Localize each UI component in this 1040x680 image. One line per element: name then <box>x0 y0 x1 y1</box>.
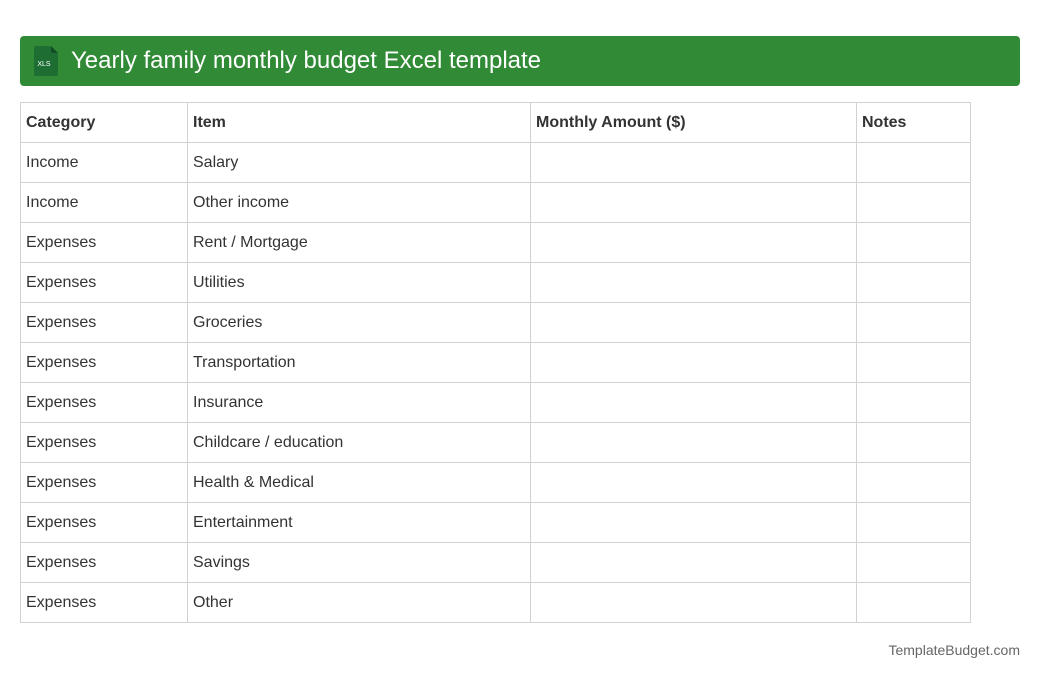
category-cell: Expenses <box>20 262 188 303</box>
table-row: Expenses Savings <box>20 542 971 583</box>
amount-cell[interactable] <box>530 342 857 383</box>
category-cell: Expenses <box>20 462 188 503</box>
notes-cell[interactable] <box>856 502 971 543</box>
amount-cell[interactable] <box>530 302 857 343</box>
notes-cell[interactable] <box>856 342 971 383</box>
item-cell: Entertainment <box>187 502 531 543</box>
table-row: Expenses Entertainment <box>20 502 971 543</box>
header-category: Category <box>20 102 188 143</box>
item-cell: Other income <box>187 182 531 223</box>
notes-cell[interactable] <box>856 382 971 423</box>
category-cell: Expenses <box>20 582 188 623</box>
item-cell: Rent / Mortgage <box>187 222 531 263</box>
item-cell: Groceries <box>187 302 531 343</box>
category-cell: Expenses <box>20 302 188 343</box>
notes-cell[interactable] <box>856 582 971 623</box>
table-row: Income Salary <box>20 142 971 183</box>
notes-cell[interactable] <box>856 142 971 183</box>
item-cell: Utilities <box>187 262 531 303</box>
table-row: Income Other income <box>20 182 971 223</box>
amount-cell[interactable] <box>530 222 857 263</box>
category-cell: Income <box>20 182 188 223</box>
notes-cell[interactable] <box>856 222 971 263</box>
amount-cell[interactable] <box>530 502 857 543</box>
amount-cell[interactable] <box>530 262 857 303</box>
item-cell: Insurance <box>187 382 531 423</box>
amount-cell[interactable] <box>530 422 857 463</box>
amount-cell[interactable] <box>530 182 857 223</box>
page-title: Yearly family monthly budget Excel templ… <box>71 47 542 74</box>
table-row: Expenses Childcare / education <box>20 422 971 463</box>
notes-cell[interactable] <box>856 182 971 223</box>
amount-cell[interactable] <box>530 382 857 423</box>
svg-text:XLS: XLS <box>37 61 51 68</box>
category-cell: Expenses <box>20 422 188 463</box>
item-cell: Other <box>187 582 531 623</box>
item-cell: Childcare / education <box>187 422 531 463</box>
item-cell: Health & Medical <box>187 462 531 503</box>
table-row: Expenses Insurance <box>20 382 971 423</box>
category-cell: Expenses <box>20 542 188 583</box>
table-row: Expenses Transportation <box>20 342 971 383</box>
category-cell: Expenses <box>20 342 188 383</box>
title-bar: XLS Yearly family monthly budget Excel t… <box>20 36 1020 86</box>
header-monthly-amount: Monthly Amount ($) <box>530 102 857 143</box>
table-row: Expenses Health & Medical <box>20 462 971 503</box>
category-cell: Income <box>20 142 188 183</box>
header-item: Item <box>187 102 531 143</box>
table-header-row: Category Item Monthly Amount ($) Notes <box>20 102 971 143</box>
item-cell: Salary <box>187 142 531 183</box>
item-cell: Transportation <box>187 342 531 383</box>
notes-cell[interactable] <box>856 262 971 303</box>
amount-cell[interactable] <box>530 142 857 183</box>
item-cell: Savings <box>187 542 531 583</box>
table-row: Expenses Utilities <box>20 262 971 303</box>
table-row: Expenses Rent / Mortgage <box>20 222 971 263</box>
category-cell: Expenses <box>20 502 188 543</box>
notes-cell[interactable] <box>856 422 971 463</box>
budget-table: Category Item Monthly Amount ($) Notes I… <box>20 102 971 623</box>
notes-cell[interactable] <box>856 462 971 503</box>
category-cell: Expenses <box>20 222 188 263</box>
table-row: Expenses Other <box>20 582 971 623</box>
notes-cell[interactable] <box>856 542 971 583</box>
header-notes: Notes <box>856 102 971 143</box>
amount-cell[interactable] <box>530 582 857 623</box>
xls-file-icon: XLS <box>32 45 60 77</box>
table-row: Expenses Groceries <box>20 302 971 343</box>
notes-cell[interactable] <box>856 302 971 343</box>
amount-cell[interactable] <box>530 542 857 583</box>
category-cell: Expenses <box>20 382 188 423</box>
footer-brand: TemplateBudget.com <box>888 642 1020 658</box>
amount-cell[interactable] <box>530 462 857 503</box>
